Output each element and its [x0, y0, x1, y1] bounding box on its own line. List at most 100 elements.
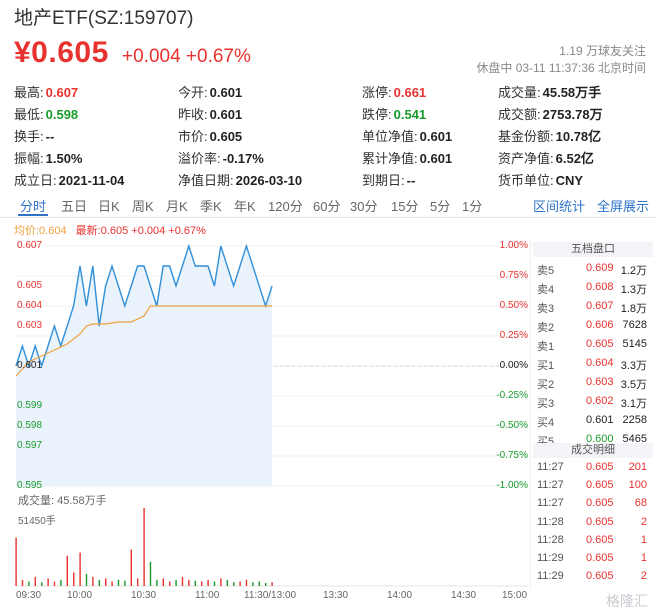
order-side: 卖4 — [537, 284, 555, 296]
stat-value: 45.58万手 — [542, 85, 602, 100]
stat-value: 0.605 — [209, 129, 243, 144]
volume-bar — [175, 579, 177, 586]
time-axis-tick: 11:00 — [195, 590, 220, 601]
fullscreen-link[interactable]: 全屏展示 — [597, 199, 650, 214]
stat-label: 累计净值: — [362, 151, 418, 166]
stat-value: 10.78亿 — [555, 129, 602, 144]
tab-11[interactable]: 15分 — [391, 199, 419, 214]
stat-value: 0.661 — [393, 85, 427, 100]
stat-value: 0.598 — [45, 107, 79, 122]
tab-12[interactable]: 5分 — [430, 199, 451, 214]
volume-bar — [66, 555, 68, 586]
left-axis-tick: 0.605 — [17, 280, 43, 291]
chart-legend: 均价:0.604 最新:0.605 +0.004 +0.67% — [14, 222, 206, 238]
stat-value: -- — [45, 129, 55, 144]
stat-item: 成立日: 2021-11-04 — [14, 170, 124, 189]
volume-bar — [226, 579, 228, 586]
trade-row: 11:29 0.605 1 — [533, 549, 651, 567]
volume-bar — [105, 578, 107, 586]
volume-bar — [162, 578, 164, 586]
volume-bar — [181, 576, 184, 586]
trade-volume: 2 — [640, 515, 647, 528]
trades-title: 成交明细 — [533, 443, 653, 458]
stat-item: 最低: 0.598 — [14, 104, 78, 123]
volume-bar — [34, 576, 36, 586]
trade-time: 11:28 — [537, 515, 564, 528]
stat-label: 振幅: — [14, 151, 44, 166]
volume-bar — [239, 581, 241, 586]
left-axis-tick: 0.604 — [17, 300, 43, 311]
tab-1[interactable]: 分时 — [20, 199, 47, 214]
price-area-fill — [16, 246, 272, 486]
stat-value: 0.601 — [419, 151, 453, 166]
trade-row: 11:28 0.605 1 — [533, 531, 651, 549]
order-volume: 1.2万 — [620, 265, 647, 277]
order-volume: 1.8万 — [620, 303, 647, 315]
tab-10[interactable]: 30分 — [350, 199, 378, 214]
order-price: 0.600 — [586, 433, 614, 445]
left-axis-tick: 0.601 — [17, 360, 43, 371]
tab-2[interactable]: 五日 — [61, 199, 88, 214]
stat-item: 到期日: -- — [362, 170, 415, 189]
stat-label: 换手: — [14, 129, 44, 144]
order-price: 0.603 — [586, 376, 614, 388]
stat-item: 市价: 0.605 — [178, 126, 242, 145]
tab-6[interactable]: 季K — [200, 199, 222, 214]
tab-7[interactable]: 年K — [234, 199, 256, 214]
volume-bar — [41, 582, 43, 586]
volume-bar — [15, 537, 17, 586]
tab-5[interactable]: 月K — [166, 199, 188, 214]
volume-bar — [245, 579, 248, 586]
stat-item: 成交额: 2753.78万 — [498, 104, 603, 123]
trade-row: 11:27 0.605 100 — [533, 476, 651, 494]
volume-bar — [265, 583, 267, 586]
stat-value: 0.601 — [419, 129, 453, 144]
stat-item: 净值日期: 2026-03-10 — [178, 170, 302, 189]
stat-value: 6.52亿 — [555, 151, 594, 166]
order-side: 卖5 — [537, 265, 555, 277]
stat-item: 最高: 0.607 — [14, 82, 78, 101]
volume-bar — [233, 582, 235, 586]
tab-9[interactable]: 60分 — [313, 199, 341, 214]
right-axis-tick: 0.75% — [499, 270, 528, 281]
stat-item: 成交量: 45.58万手 — [498, 82, 601, 101]
order-price: 0.606 — [586, 319, 614, 331]
trade-price: 0.605 — [586, 461, 614, 473]
order-price: 0.602 — [586, 395, 614, 407]
time-axis-tick: 11:30/13:00 — [244, 590, 297, 601]
time-axis-tick: 10:30 — [131, 590, 157, 601]
left-axis-tick: 0.599 — [17, 400, 43, 411]
tab-4[interactable]: 周K — [132, 199, 154, 214]
stat-label: 今开: — [178, 85, 208, 100]
volume-bar — [194, 580, 196, 586]
trade-time: 11:27 — [537, 497, 564, 510]
order-book-row: 买1 0.604 3.3万 — [533, 354, 651, 372]
tab-8[interactable]: 120分 — [268, 199, 303, 214]
tab-13[interactable]: 1分 — [462, 199, 483, 214]
volume-bar — [188, 579, 190, 586]
trade-price: 0.605 — [586, 533, 614, 546]
stat-label: 市价: — [178, 129, 208, 144]
stat-item: 换手: -- — [14, 126, 54, 145]
volume-bar — [124, 580, 126, 586]
trade-volume: 1 — [640, 552, 647, 564]
range-stats-link[interactable]: 区间统计 — [533, 199, 586, 214]
stat-item: 昨收: 0.601 — [178, 104, 242, 123]
stat-label: 成交量: — [498, 85, 541, 100]
stat-item: 累计净值: 0.601 — [362, 148, 452, 167]
trade-row: 11:28 0.605 2 — [533, 513, 651, 531]
right-axis-tick: 0.00% — [499, 360, 528, 371]
order-volume: 1.3万 — [620, 284, 647, 296]
volume-bar — [130, 549, 132, 586]
stat-label: 涨停: — [362, 85, 392, 100]
order-side: 买3 — [537, 398, 555, 410]
stat-value: 2753.78万 — [542, 107, 603, 122]
order-book-row: 卖5 0.609 1.2万 — [533, 259, 651, 277]
left-axis-tick: 0.607 — [17, 240, 43, 251]
order-side: 买2 — [537, 379, 555, 391]
chart-tabs: 分时 五日 日K 周K 月K 季K 年K 120分 60分 30分 15分 5分 1分 区间统计 全屏展示 — [0, 192, 656, 218]
tab-3[interactable]: 日K — [98, 199, 120, 214]
stat-label: 溢价率: — [178, 151, 221, 166]
stat-item: 跌停: 0.541 — [362, 104, 426, 123]
volume-bar — [111, 581, 113, 586]
